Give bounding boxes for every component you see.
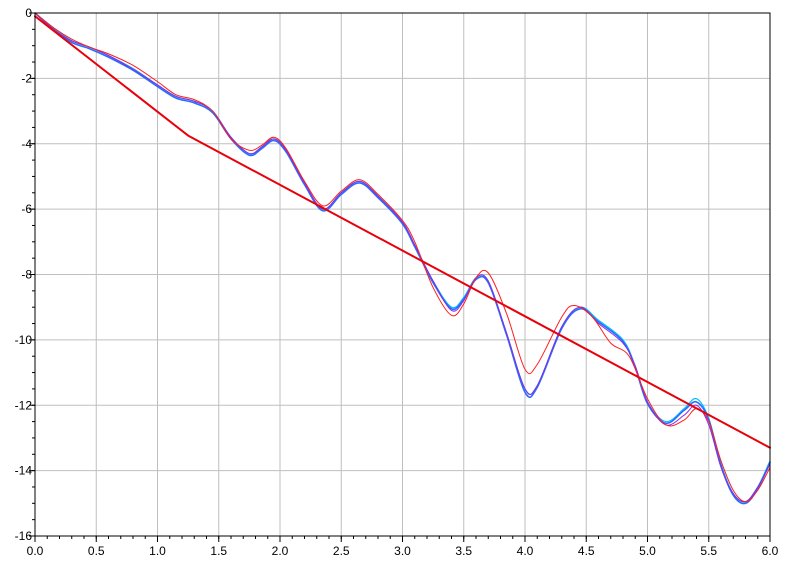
y-tick-label: 0 bbox=[25, 6, 32, 20]
y-tick-label: -8 bbox=[21, 268, 32, 282]
x-tick-label: 3.5 bbox=[455, 544, 472, 558]
x-tick-label: 1.0 bbox=[149, 544, 166, 558]
x-tick-label: 5.0 bbox=[639, 544, 656, 558]
y-tick-label: -10 bbox=[15, 333, 33, 347]
y-tick-label: -4 bbox=[21, 137, 32, 151]
series-line-2 bbox=[34, 12, 771, 505]
x-tick-label: 1.5 bbox=[210, 544, 227, 558]
x-tick-label: 5.5 bbox=[700, 544, 717, 558]
x-tick-label: 6.0 bbox=[762, 544, 779, 558]
series-line-5 bbox=[34, 15, 771, 449]
x-tick-label: 4.5 bbox=[578, 544, 595, 558]
y-tick-label: -2 bbox=[21, 71, 32, 85]
x-tick-label: 2.0 bbox=[272, 544, 289, 558]
x-axis: 0.0 0.5 1.0 1.5 2.0 2.5 3.0 3.5 4.0 4.5 5.0 5.5 6.0 bbox=[27, 536, 779, 558]
x-tick-label: 0.0 bbox=[27, 544, 44, 558]
y-tick-label: -6 bbox=[21, 202, 32, 216]
x-tick-label: 0.5 bbox=[88, 544, 105, 558]
y-tick-label: -12 bbox=[15, 398, 33, 412]
y-tick-label: -16 bbox=[15, 529, 33, 543]
x-tick-label: 3.0 bbox=[394, 544, 411, 558]
y-tick-label: -14 bbox=[15, 464, 33, 478]
series-line-4 bbox=[34, 12, 771, 503]
x-tick-label: 4.0 bbox=[517, 544, 534, 558]
x-tick-label: 2.5 bbox=[333, 544, 350, 558]
series-line-3 bbox=[34, 12, 771, 503]
y-axis: 0 -2 -4 -6 -8 -10 -12 -14 -16 bbox=[15, 6, 35, 543]
series-group bbox=[34, 12, 771, 505]
